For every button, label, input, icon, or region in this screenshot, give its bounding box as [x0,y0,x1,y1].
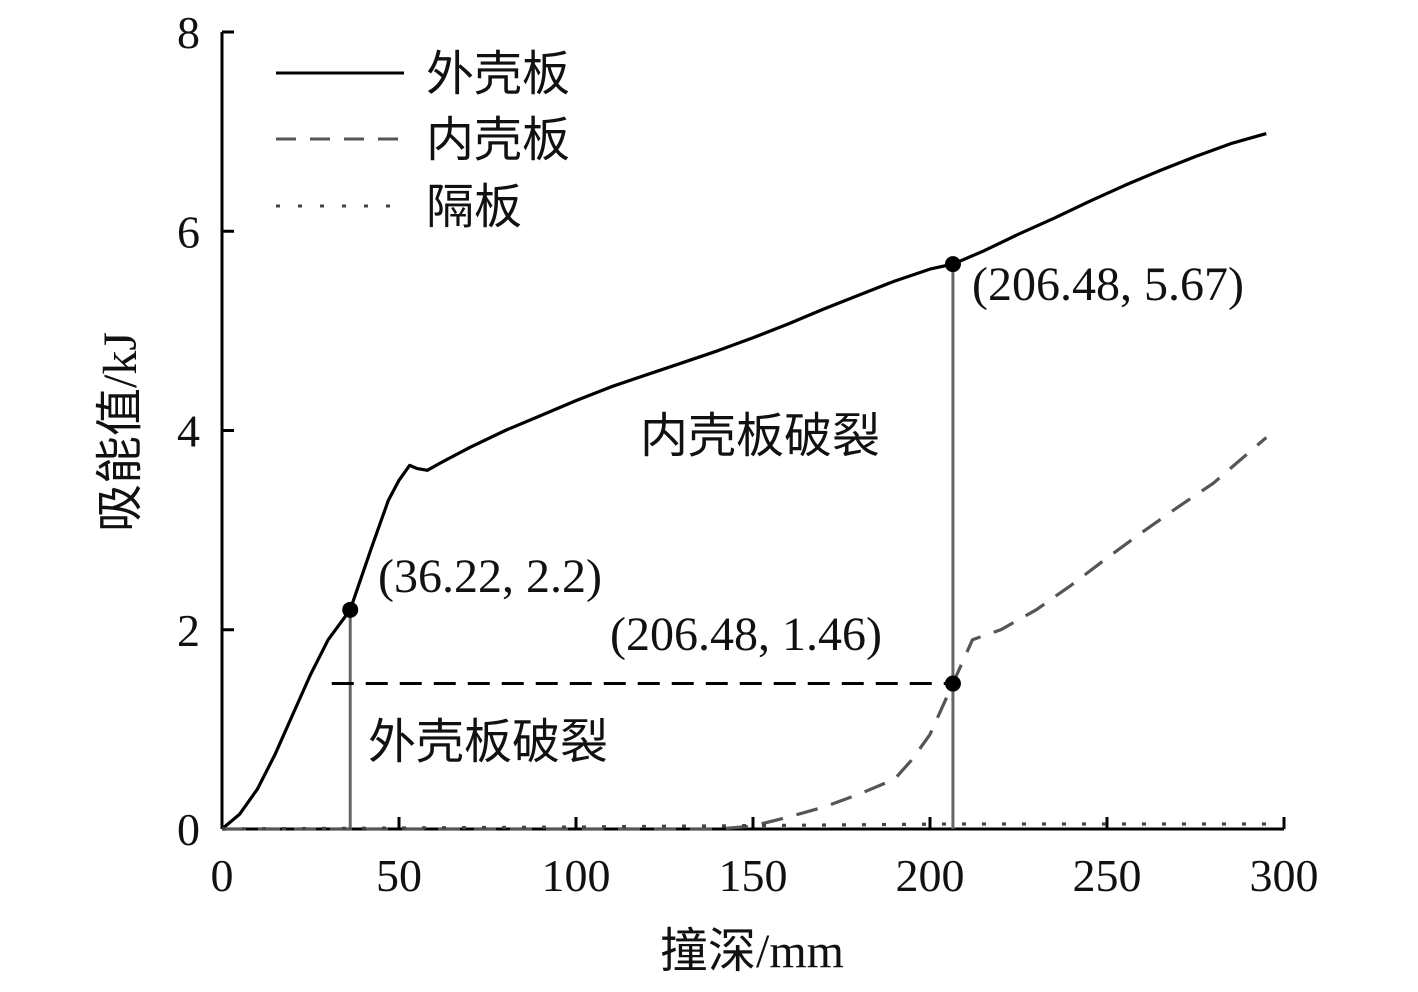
y-tick-label: 8 [177,7,200,58]
series-line-outer [220,132,1267,831]
annotation-inner-fracture: 内壳板破裂 [640,410,880,463]
legend-label-partition: 隔板 [426,181,522,234]
y-tick-label: 4 [177,406,200,457]
y-tick-label: 6 [177,206,200,257]
x-tick-label: 250 [1073,850,1142,901]
point-label-outer-energy: (206.48, 5.67) [972,258,1244,311]
point-marker [944,675,961,692]
series-line-partition [221,822,1267,831]
x-tick-label: 50 [376,850,422,901]
y-tick-label: 2 [177,605,200,656]
ticks: 0 50 100 150 200 250 300 0 2 4 6 8 [177,7,1319,901]
y-axis-title: 吸能值/kJ [94,332,147,532]
point-label-inner-energy: (206.48, 1.46) [610,608,882,661]
x-tick-label: 200 [896,850,965,901]
legend-label-inner: 内壳板 [426,114,570,167]
point-marker [944,256,961,273]
guide-lines [331,264,955,829]
annotation-outer-fracture: 外壳板破裂 [368,716,608,769]
x-axis-title: 撞深/mm [660,925,844,978]
x-tick-label: 100 [542,850,611,901]
x-tick-label: 300 [1250,850,1319,901]
legend: 外壳板 内壳板 隔板 [276,48,570,234]
point-label-outer-fracture: (36.22, 2.2) [378,550,602,603]
y-tick-label: 0 [177,804,200,855]
point-markers [342,256,961,692]
legend-label-outer: 外壳板 [426,48,570,101]
x-tick-label: 0 [211,850,234,901]
point-marker [342,601,359,618]
x-tick-label: 150 [719,850,788,901]
